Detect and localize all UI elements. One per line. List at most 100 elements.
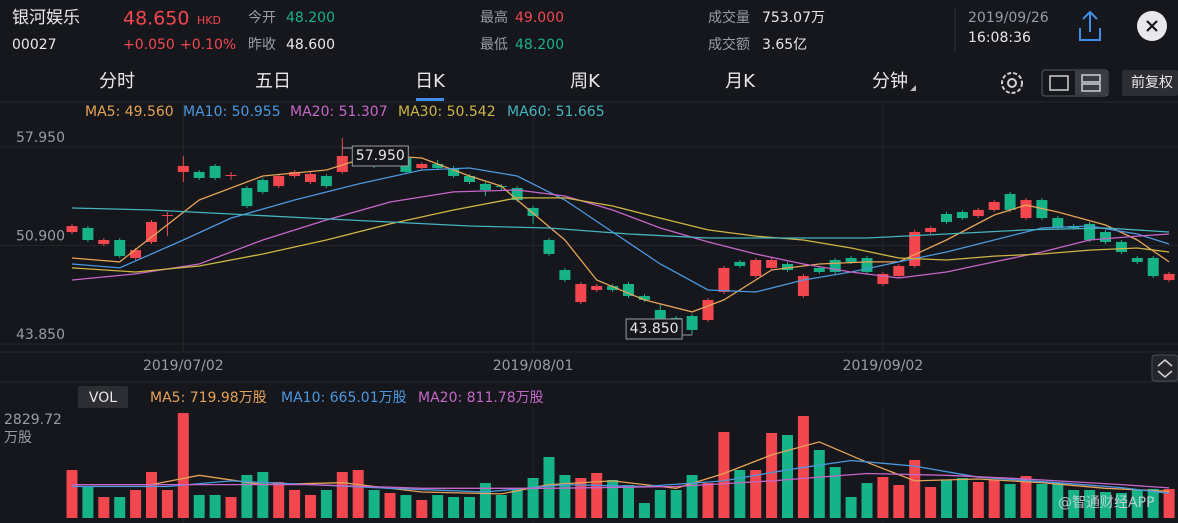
x-tick-label: 2019/09/02 [843, 358, 924, 374]
candle-body [464, 176, 475, 183]
ma-line [71, 189, 1170, 281]
volume-bar [654, 489, 666, 518]
scroll-toggle[interactable] [1151, 354, 1178, 382]
candle-body [972, 209, 984, 216]
volume-bar [734, 469, 746, 518]
candle-body [432, 163, 444, 169]
volume-bar [416, 500, 428, 518]
candle-body [877, 273, 889, 285]
volume-bar [98, 496, 110, 518]
volume-bar [559, 474, 571, 518]
candle-body [257, 180, 269, 192]
y-tick-label: 57.950 [16, 130, 65, 146]
volume-bar [750, 469, 762, 518]
layout-toggle[interactable] [1041, 69, 1109, 97]
stat-value: 48.600 [286, 37, 335, 53]
candle-body [686, 315, 698, 330]
legend-entry: MA10: 50.955 [183, 104, 281, 120]
price: 48.650 [123, 8, 189, 30]
active-tab-indicator [416, 98, 444, 101]
stat-value: 753.07万 [762, 10, 825, 26]
volume-bar [702, 483, 714, 518]
candle-body [527, 207, 539, 216]
candle-body [130, 250, 142, 259]
volume-bar [1052, 483, 1064, 518]
volume-bar [479, 483, 491, 518]
volume-bar [305, 494, 316, 518]
tab[interactable]: 月K [725, 71, 756, 92]
volume-bar [82, 487, 94, 518]
volume-bar [782, 434, 793, 518]
volume-bar [177, 413, 189, 518]
change-pct: +0.10% [180, 37, 236, 53]
volume-bar [1020, 475, 1032, 518]
volume-bar [161, 489, 173, 518]
candle-body [1020, 200, 1032, 219]
candle-body [718, 267, 730, 292]
volume-bar [384, 492, 396, 518]
vol-tab[interactable]: VOL [89, 390, 117, 406]
candle-body [1004, 194, 1016, 210]
candle-body [511, 188, 523, 201]
volume-bar [193, 494, 205, 518]
volume-bar [1068, 489, 1080, 518]
tab[interactable]: 五日 [255, 71, 291, 92]
candle-body [956, 212, 968, 219]
tab[interactable]: 分钟 [872, 71, 908, 92]
adjust-button[interactable]: 前复权 [1131, 74, 1173, 91]
volume-bar [368, 489, 380, 518]
candle-body [289, 171, 301, 177]
volume-bar [432, 494, 444, 518]
share-button[interactable] [1079, 10, 1101, 41]
volume-bar [988, 480, 1000, 518]
vol-tab-bg[interactable] [78, 386, 128, 408]
tab[interactable]: 分时 [99, 71, 135, 92]
candle-body [797, 276, 809, 297]
volume-bar [925, 487, 937, 518]
stat-value: 3.65亿 [762, 37, 807, 53]
volume-bar [623, 485, 634, 518]
tab[interactable]: 周K [570, 71, 601, 92]
candle-body [654, 309, 666, 321]
candle-body [623, 284, 634, 297]
volume-unit: 万股 [4, 430, 32, 446]
ma-line [71, 197, 1170, 273]
candle-body [575, 284, 587, 303]
x-tick-label: 2019/07/02 [143, 358, 224, 374]
volume-bar [956, 477, 968, 518]
volume-bar [686, 474, 698, 518]
stat-label: 昨收 [248, 37, 276, 53]
candle-body [1147, 258, 1159, 277]
candle-body [925, 227, 937, 233]
candle-body [543, 239, 555, 254]
tab[interactable]: 日K [415, 71, 446, 92]
candle-body [1052, 218, 1064, 228]
candle-body [320, 176, 332, 187]
settings-icon[interactable] [1001, 72, 1023, 94]
volume-bar [607, 480, 619, 518]
volume-bar [289, 489, 301, 518]
legend-entry: MA20: 51.307 [290, 104, 388, 120]
ma-line [71, 167, 1170, 293]
candle-body [702, 299, 714, 321]
candle-body [273, 176, 285, 187]
adjust-button-bg[interactable] [1122, 70, 1178, 96]
stat-value: 48.200 [515, 37, 564, 53]
legend-entry: MA5: 719.98万股 [150, 390, 267, 406]
candle-body [114, 239, 126, 257]
stat-value: 49.000 [515, 10, 564, 26]
ma-line [71, 154, 1170, 313]
x-tick-label: 2019/08/01 [493, 358, 574, 374]
candle-body [591, 285, 603, 291]
volume-bar [225, 496, 237, 518]
candle-body [829, 259, 841, 272]
volume-bar [336, 471, 348, 518]
candle-body [479, 183, 491, 190]
volume-bar [543, 456, 555, 518]
volume-bar [146, 471, 157, 518]
ma-line [71, 207, 1170, 239]
volume-bar [941, 480, 952, 518]
close-button[interactable] [1137, 11, 1167, 41]
